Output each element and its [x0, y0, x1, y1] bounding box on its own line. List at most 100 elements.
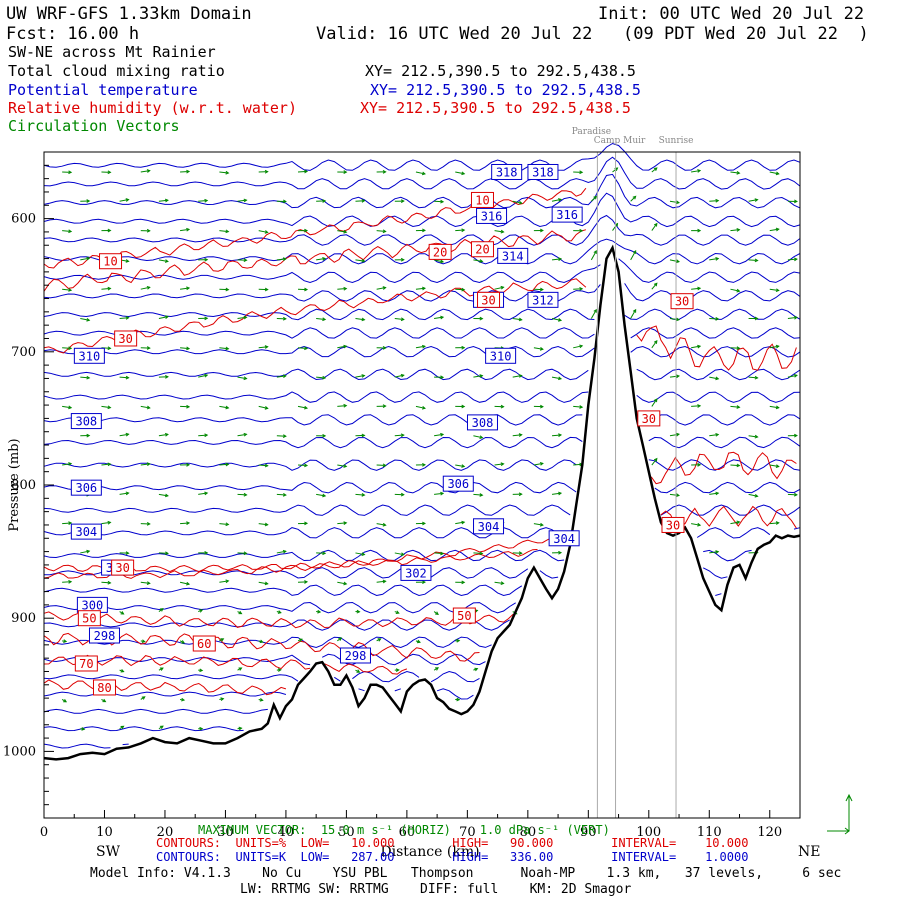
- field-label-theta: Potential temperature: [8, 81, 198, 99]
- vector-head: [322, 317, 327, 322]
- circulation-vector: [551, 318, 562, 321]
- x-tick-label: 50: [338, 825, 355, 840]
- theta-contour-line: [44, 709, 401, 714]
- vector-head: [697, 462, 702, 467]
- vector-head: [264, 406, 269, 410]
- vector-head: [356, 609, 361, 614]
- rh-contour-line: [43, 611, 514, 629]
- circulation-vector: [433, 259, 444, 263]
- vector-head: [259, 697, 264, 702]
- circulation-vector: [62, 581, 72, 583]
- vector-head: [220, 697, 225, 701]
- vector-head: [456, 638, 461, 643]
- circulation-vector: [669, 318, 680, 321]
- circulation-vector: [455, 521, 465, 525]
- rh-contour-label-box: [428, 243, 452, 260]
- x-tick-label: 10: [96, 825, 113, 840]
- theta-contour-line: [43, 743, 129, 749]
- circulation-vector: [494, 463, 504, 466]
- vector-head: [400, 492, 405, 497]
- circulation-vector: [573, 405, 583, 408]
- vector-head: [220, 638, 225, 642]
- rh-contour-label: 50: [457, 609, 471, 623]
- circulation-vector: [376, 523, 386, 526]
- vector-head: [736, 405, 741, 409]
- vector-head: [500, 462, 505, 467]
- rh-contour-label-box: [192, 635, 216, 652]
- vector-head: [225, 229, 230, 234]
- vector-head: [558, 491, 563, 496]
- circulation-vector: [316, 258, 326, 261]
- circulation-vector: [337, 522, 347, 525]
- rh-contour-line: [43, 187, 587, 269]
- vector-head: [754, 316, 759, 321]
- circulation-vector: [590, 309, 597, 319]
- vector-head: [461, 171, 466, 176]
- circulation-vector: [101, 463, 111, 466]
- vector-head: [500, 581, 505, 586]
- reference-vector-icon: [827, 793, 853, 835]
- vector-head: [715, 432, 720, 437]
- contour-labels: 3183183163163143123123103103083083063063…: [70, 163, 694, 696]
- theta-contour-line: [43, 308, 801, 321]
- circulation-vector: [355, 552, 365, 556]
- vector-head: [204, 433, 209, 438]
- circulation-vector: [494, 230, 504, 233]
- circulation-vector: [62, 347, 72, 349]
- vector-head: [540, 228, 544, 233]
- vector-head: [204, 551, 209, 555]
- vector-head: [68, 346, 73, 351]
- vector-head: [164, 432, 169, 437]
- circulation-vector: [219, 463, 229, 466]
- rh-contour-line: [636, 325, 797, 371]
- circulation-vector: [415, 405, 426, 409]
- circulation-vector: [337, 288, 347, 290]
- vector-head: [736, 288, 741, 293]
- rh-contour-line: [43, 679, 287, 696]
- vector-head: [653, 398, 658, 403]
- theta-contour-label-box: [70, 523, 102, 540]
- y-tick-label: 1000: [3, 744, 36, 759]
- field-label-cloud: Total cloud mixing ratio: [8, 62, 225, 80]
- theta-contour-label: 310: [79, 349, 101, 363]
- vector-head: [86, 375, 91, 380]
- vector-head: [164, 259, 169, 263]
- circulation-vector: [258, 230, 268, 233]
- vector-head: [107, 346, 112, 351]
- circulation-vector: [119, 492, 129, 495]
- circulation-vector: [709, 200, 719, 202]
- terrain-line: [43, 244, 801, 761]
- circulation-vector: [119, 317, 129, 319]
- vector-head: [186, 404, 191, 409]
- circulation-vector: [140, 286, 150, 290]
- theta-contour-line: [43, 214, 801, 246]
- circulation-vector: [769, 522, 779, 525]
- circulation-vector: [237, 316, 247, 319]
- circulation-vector: [80, 257, 90, 261]
- endpoint-ne: NE: [798, 844, 820, 860]
- vector-head: [500, 404, 505, 409]
- circulation-vector: [691, 170, 701, 173]
- vector-head: [518, 317, 523, 322]
- circulation-vector: [434, 492, 444, 495]
- vector-head: [518, 433, 523, 437]
- vector-head: [653, 457, 658, 462]
- vector-head: [794, 199, 798, 204]
- vector-head: [775, 288, 780, 293]
- circulation-vector: [101, 521, 111, 525]
- vector-head: [579, 287, 584, 291]
- circulation-vector: [551, 258, 562, 261]
- vector-head: [400, 373, 405, 378]
- circulation-vector: [276, 258, 286, 261]
- vector-head: [754, 198, 759, 202]
- rh-contour-label-box: [92, 679, 116, 696]
- theta-contour-line: [43, 327, 801, 339]
- vector-head: [343, 464, 348, 468]
- theta-contour-label-box: [548, 530, 580, 547]
- circulation-vector: [80, 550, 90, 554]
- circulation-vector: [691, 405, 701, 407]
- y-tick-label: 700: [11, 345, 36, 360]
- theta-contour-label-box: [485, 347, 517, 364]
- vector-head: [63, 639, 68, 643]
- vector-head: [204, 257, 209, 262]
